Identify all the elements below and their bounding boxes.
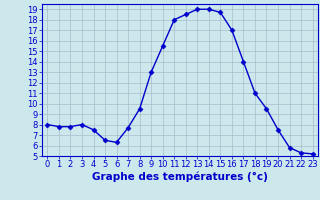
X-axis label: Graphe des températures (°c): Graphe des températures (°c)	[92, 172, 268, 182]
